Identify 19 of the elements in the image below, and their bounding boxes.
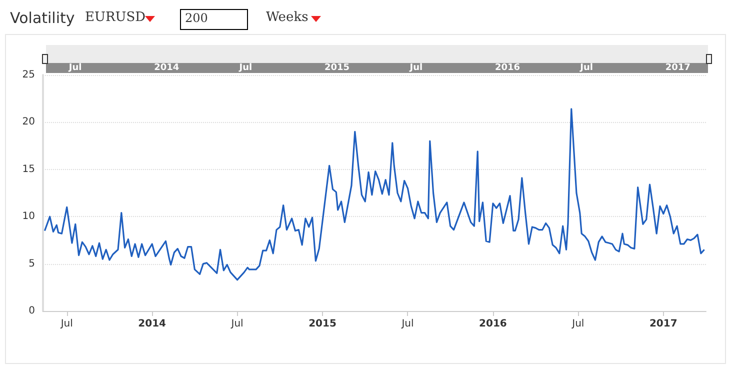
x-tick-label: Jul: [230, 318, 244, 330]
text: Weeks: [266, 10, 308, 25]
x-tick-label: Jul: [60, 318, 73, 330]
y-tick-label: 0: [28, 306, 35, 316]
line-series: [44, 108, 706, 281]
x-tick-label: 2017: [649, 318, 678, 330]
y-tick-label: 25: [22, 70, 35, 80]
chart-title: Volatility: [10, 9, 75, 27]
text: EURUSD: [85, 10, 146, 25]
y-tick-label: 10: [22, 211, 35, 222]
x-tick-label: Jul: [400, 318, 414, 330]
y-tick-label: 15: [22, 164, 35, 175]
text: 200: [180, 9, 248, 30]
y-tick-label: 20: [22, 116, 35, 128]
x-tick-label: 2016: [479, 318, 507, 330]
y-tick-label: 5: [28, 258, 35, 270]
x-tick-label: Jul: [571, 318, 584, 330]
x-tick-label: 2015: [308, 318, 336, 330]
x-tick-label: 2014: [138, 318, 166, 330]
